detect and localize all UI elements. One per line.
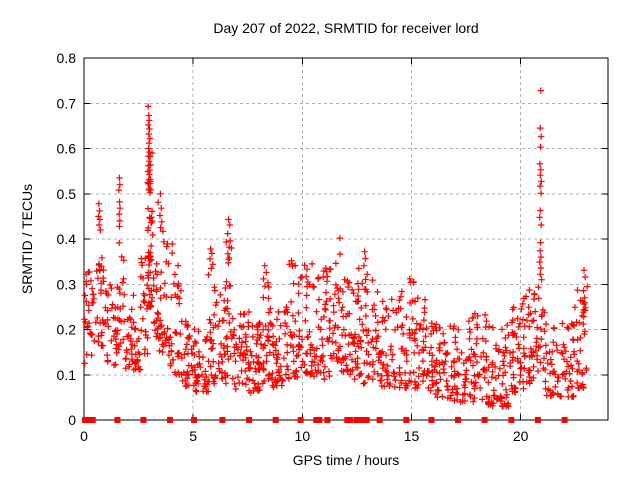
y-tick-label: 0.5 — [57, 186, 77, 202]
y-tick-label: 0.6 — [57, 141, 77, 157]
x-tick-label: 0 — [80, 428, 88, 444]
chart-title: Day 207 of 2022, SRMTID for receiver lor… — [213, 20, 479, 36]
y-tick-label: 0.4 — [57, 231, 77, 247]
x-axis-label: GPS time / hours — [292, 452, 400, 468]
x-tick-label: 5 — [189, 428, 197, 444]
y-tick-label: 0.3 — [57, 276, 77, 292]
y-tick-label: 0 — [68, 412, 76, 428]
zero-markers — [82, 417, 568, 423]
y-tick-label: 0.2 — [57, 322, 77, 338]
x-tick-label: 20 — [513, 428, 529, 444]
y-tick-label: 0.8 — [57, 50, 77, 66]
gridlines — [84, 58, 608, 420]
data-points — [81, 87, 591, 410]
x-tick-label: 10 — [295, 428, 311, 444]
x-tick-label: 15 — [404, 428, 420, 444]
y-tick-label: 0.1 — [57, 367, 77, 383]
y-tick-label: 0.7 — [57, 95, 77, 111]
